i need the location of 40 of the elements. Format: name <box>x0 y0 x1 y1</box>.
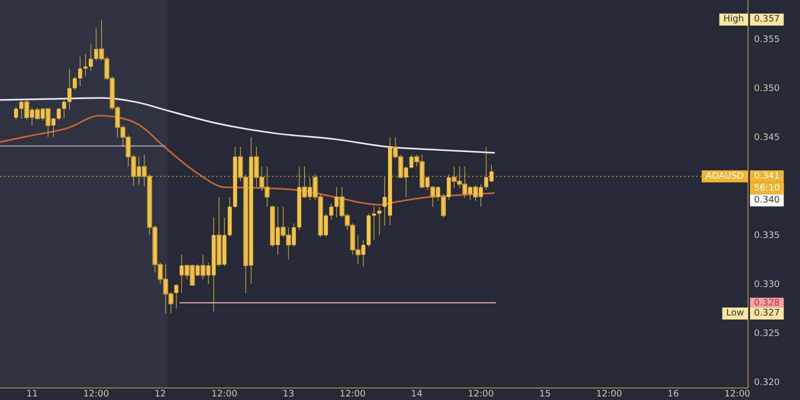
y-tick-label: 0.355 <box>754 35 780 46</box>
x-tick-label: 14 <box>411 389 423 400</box>
annotation: 0.328 <box>754 298 780 309</box>
annotation: 0.341 <box>754 171 780 182</box>
candlestick <box>88 44 93 71</box>
candlestick <box>62 98 66 119</box>
candlestick <box>67 68 72 110</box>
annotation: High <box>723 14 744 25</box>
y-tick-label: 0.330 <box>754 280 780 290</box>
x-tick-label: 12:00 <box>468 389 494 400</box>
candlestick <box>72 76 77 91</box>
y-tick-label: 0.345 <box>754 133 780 144</box>
x-tick-label: 15 <box>539 389 551 400</box>
candlestick <box>56 107 61 121</box>
annotation: ADAUSD <box>706 171 744 182</box>
y-tick-label: 0.320 <box>754 378 780 388</box>
y-tick-label: 0.350 <box>754 84 780 94</box>
annotation: Low <box>726 308 744 319</box>
annotation: 0.357 <box>754 14 780 25</box>
x-tick-label: 12:00 <box>83 389 110 400</box>
candlestick <box>174 284 178 310</box>
y-tick-label: 0.335 <box>754 231 780 242</box>
x-tick-label: 12:00 <box>211 389 238 400</box>
x-tick-label: 13 <box>282 389 294 400</box>
candlestick <box>377 206 382 236</box>
x-tick-label: 12:00 <box>340 389 366 400</box>
candlestick <box>14 106 18 120</box>
x-tick-label: 16 <box>667 389 680 400</box>
text: 56:10 <box>754 183 780 194</box>
candlestick <box>83 53 88 77</box>
annotation: 0.327 <box>754 308 780 319</box>
candlestick <box>372 206 376 240</box>
x-tick-label: 12:00 <box>724 389 751 400</box>
candlestick <box>78 56 82 87</box>
candlestick <box>329 203 334 220</box>
y-tick-label: 0.325 <box>754 329 780 340</box>
x-tick-label: 11 <box>26 389 38 400</box>
text: 0.340 <box>754 195 780 206</box>
x-tick-label: 12 <box>154 389 166 400</box>
x-tick-label: 12:00 <box>596 389 622 400</box>
